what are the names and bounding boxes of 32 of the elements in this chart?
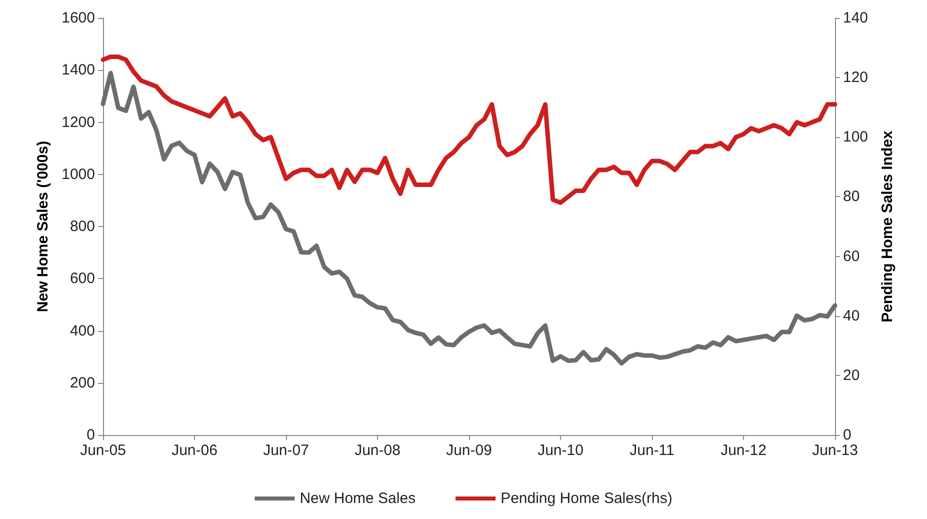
x-tick-label: Jun-05 [80,442,126,459]
x-tick-label: Jun-06 [172,442,218,459]
y-tick-label: 1000 [62,166,95,183]
legend-label: New Home Sales [300,490,416,507]
line-series [100,70,838,366]
y-tick-label: 0 [86,426,95,444]
x-tick-label: Jun-11 [630,442,674,459]
y2-tick-label: 100 [843,128,868,146]
x-tick-label: Jun-10 [538,442,584,459]
y2-tick-label: 120 [843,69,868,86]
x-tick-label: Jun-08 [354,442,400,459]
legend-label: Pending Home Sales(rhs) [500,490,672,507]
y-tick-label: 600 [70,270,95,288]
y2-tick-label: 60 [843,248,860,265]
line-series [100,54,838,205]
y-tick-label: 1600 [62,10,95,26]
x-tick-label: Jun-13 [812,442,858,459]
x-tick-label: Jun-09 [446,442,492,459]
y-tick-label: 800 [70,218,95,235]
y-tick-label: 400 [70,322,95,340]
y-axis-title: New Home Sales ('000s) [34,140,52,312]
y-tick-label: 1200 [62,114,95,131]
y2-tick-label: 80 [843,188,860,206]
y2-tick-label: 40 [843,307,860,324]
x-tick-label: Jun-07 [263,442,309,459]
y2-axis-title: Pending Home Sales Index [879,130,896,322]
y2-tick-label: 0 [843,426,852,444]
y-tick-label: 1400 [62,62,95,79]
x-tick-label: Jun-12 [720,442,766,459]
y2-tick-label: 20 [843,366,860,384]
y2-tick-label: 140 [843,10,868,26]
y-tick-label: 200 [70,374,95,392]
